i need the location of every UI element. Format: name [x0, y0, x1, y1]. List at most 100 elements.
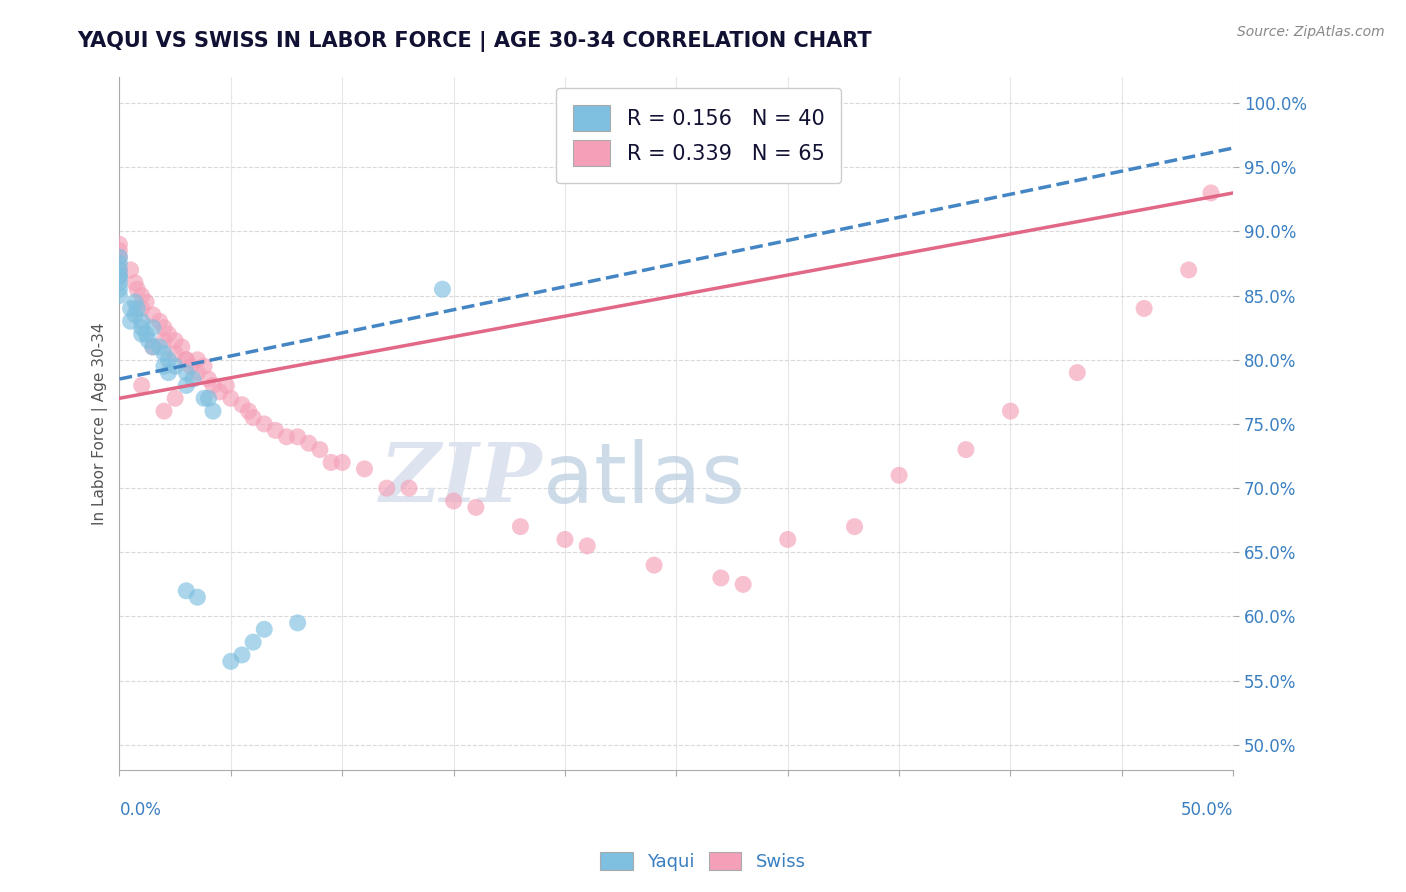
Point	[108, 237, 131, 252]
Point	[108, 269, 131, 284]
Point	[201, 404, 224, 418]
Point	[142, 308, 165, 322]
Point	[174, 352, 197, 367]
Point	[135, 295, 157, 310]
Point	[165, 346, 187, 360]
Y-axis label: In Labor Force | Age 30-34: In Labor Force | Age 30-34	[93, 323, 108, 525]
Point	[253, 622, 276, 636]
Point	[955, 442, 977, 457]
Point	[1133, 301, 1156, 316]
Text: YAQUI VS SWISS IN LABOR FORCE | AGE 30-34 CORRELATION CHART: YAQUI VS SWISS IN LABOR FORCE | AGE 30-3…	[77, 31, 872, 53]
Point	[148, 340, 170, 354]
Point	[186, 352, 208, 367]
Point	[127, 282, 149, 296]
Point	[231, 398, 253, 412]
Point	[398, 481, 420, 495]
Point	[124, 276, 146, 290]
Point	[108, 244, 131, 258]
Point	[319, 455, 342, 469]
Point	[276, 430, 298, 444]
Point	[242, 635, 264, 649]
Point	[108, 269, 131, 284]
Point	[108, 263, 131, 277]
Point	[138, 334, 160, 348]
Point	[124, 308, 146, 322]
Point	[153, 346, 176, 360]
Text: 0.0%: 0.0%	[120, 801, 162, 819]
Point	[309, 442, 332, 457]
Point	[165, 334, 187, 348]
Point	[1066, 366, 1088, 380]
Point	[108, 256, 131, 270]
Point	[153, 404, 176, 418]
Point	[157, 366, 180, 380]
Point	[375, 481, 398, 495]
Point	[1000, 404, 1022, 418]
Point	[201, 378, 224, 392]
Point	[157, 327, 180, 342]
Point	[287, 430, 309, 444]
Point	[120, 314, 142, 328]
Point	[131, 378, 153, 392]
Text: Source: ZipAtlas.com: Source: ZipAtlas.com	[1237, 25, 1385, 39]
Point	[219, 654, 242, 668]
Point	[242, 410, 264, 425]
Point	[238, 404, 260, 418]
Point	[353, 462, 375, 476]
Point	[443, 494, 465, 508]
Point	[120, 301, 142, 316]
Point	[576, 539, 599, 553]
Point	[108, 288, 131, 302]
Point	[298, 436, 321, 450]
Point	[197, 372, 219, 386]
Point	[464, 500, 486, 515]
Point	[131, 288, 153, 302]
Point	[131, 327, 153, 342]
Point	[135, 327, 157, 342]
Point	[264, 423, 287, 437]
Legend: R = 0.156   N = 40, R = 0.339   N = 65: R = 0.156 N = 40, R = 0.339 N = 65	[555, 87, 841, 183]
Point	[131, 320, 153, 334]
Point	[287, 615, 309, 630]
Point	[186, 591, 208, 605]
Point	[108, 269, 131, 284]
Point	[509, 519, 531, 533]
Point	[231, 648, 253, 662]
Point	[108, 263, 131, 277]
Point	[193, 359, 215, 374]
Text: ZIP: ZIP	[380, 440, 543, 519]
Point	[142, 340, 165, 354]
Point	[108, 282, 131, 296]
Point	[710, 571, 733, 585]
Point	[215, 378, 238, 392]
Point	[108, 250, 131, 264]
Point	[776, 533, 799, 547]
Point	[142, 340, 165, 354]
Point	[153, 320, 176, 334]
Point	[193, 392, 215, 406]
Point	[1199, 186, 1222, 200]
Point	[253, 417, 276, 431]
Text: 50.0%: 50.0%	[1181, 801, 1233, 819]
Point	[108, 250, 131, 264]
Point	[330, 455, 353, 469]
Legend: Yaqui, Swiss: Yaqui, Swiss	[593, 845, 813, 879]
Text: atlas: atlas	[543, 439, 744, 520]
Point	[174, 583, 197, 598]
Point	[174, 366, 197, 380]
Point	[643, 558, 665, 573]
Point	[1177, 263, 1199, 277]
Point	[142, 320, 165, 334]
Point	[131, 314, 153, 328]
Point	[180, 359, 202, 374]
Point	[208, 384, 231, 399]
Point	[197, 392, 219, 406]
Point	[733, 577, 755, 591]
Point	[181, 372, 204, 386]
Point	[174, 352, 197, 367]
Point	[153, 334, 176, 348]
Point	[887, 468, 910, 483]
Point	[432, 282, 454, 296]
Point	[165, 392, 187, 406]
Point	[170, 340, 193, 354]
